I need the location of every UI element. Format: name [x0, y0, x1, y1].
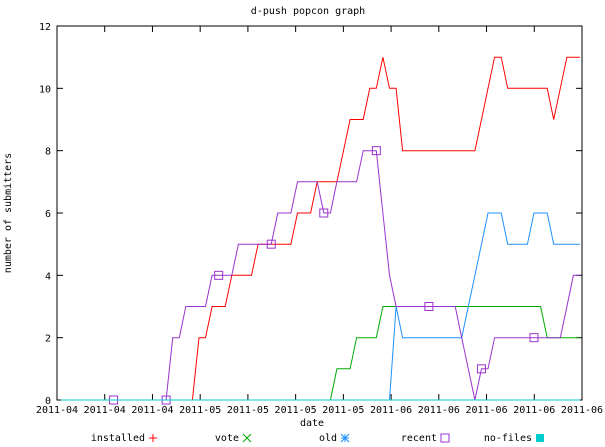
data-point-recent: [476, 364, 486, 374]
x-tick-label: 2011-05: [322, 405, 364, 416]
x-tick-label: 2011-04: [131, 405, 173, 416]
x-tick-label: 2011-06: [513, 405, 555, 416]
legend-marker-vote: [242, 433, 252, 443]
x-tick-label: 2011-05: [179, 405, 221, 416]
series-line-vote: [61, 306, 580, 401]
legend-label-no-files: no-files: [484, 433, 532, 444]
data-point-recent: [266, 239, 276, 249]
legend-label-old: old: [319, 433, 337, 444]
data-point-recent: [529, 333, 539, 343]
y-tick-label: 12: [39, 22, 51, 33]
series-installed: [61, 56, 580, 401]
series-recent: [61, 146, 580, 405]
legend-marker-installed: [149, 434, 157, 442]
data-point-recent: [371, 146, 381, 156]
legend-label-installed: installed: [91, 433, 145, 444]
x-tick-label: 2011-04: [84, 405, 126, 416]
x-tick-label: 2011-06: [465, 405, 507, 416]
y-tick-label: 6: [45, 209, 51, 220]
legend-label-vote: vote: [215, 433, 239, 444]
x-tick-label: 2011-06: [418, 405, 460, 416]
legend: installed vote old recent no-files: [91, 433, 544, 444]
x-tick-label: 2011-06: [370, 405, 412, 416]
series-line-installed: [61, 56, 580, 401]
y-tick-label: 10: [39, 84, 51, 95]
y-tick-label: 4: [45, 271, 51, 282]
legend-marker-old: [340, 433, 350, 443]
data-point-recent: [214, 270, 224, 280]
data-point-recent: [424, 302, 434, 311]
x-axis-label: date: [300, 418, 324, 429]
y-tick-label: 0: [45, 396, 51, 407]
data-point-recent: [319, 208, 329, 218]
legend-marker-no-files: [536, 434, 544, 442]
chart-title: d-push popcon graph: [251, 6, 365, 17]
y-axis-label: number of submitters: [3, 153, 14, 273]
legend-marker-recent: [440, 433, 450, 443]
x-tick-label: 2011-04: [36, 405, 78, 416]
series-layer: [61, 56, 580, 405]
series-line-recent: [61, 150, 580, 401]
x-tick-label: 2011-05: [227, 405, 269, 416]
x-tick-label: 2011-05: [275, 405, 317, 416]
series-vote: [61, 306, 580, 401]
legend-label-recent: recent: [401, 433, 437, 444]
y-tick-label: 2: [45, 334, 51, 345]
axes: 0 2 4 6 8 10 12 2011-04 2011-04 2011-04 2011-05 201…: [36, 22, 603, 416]
x-tick-label: 2011-06: [561, 405, 603, 416]
y-tick-label: 8: [45, 147, 51, 158]
